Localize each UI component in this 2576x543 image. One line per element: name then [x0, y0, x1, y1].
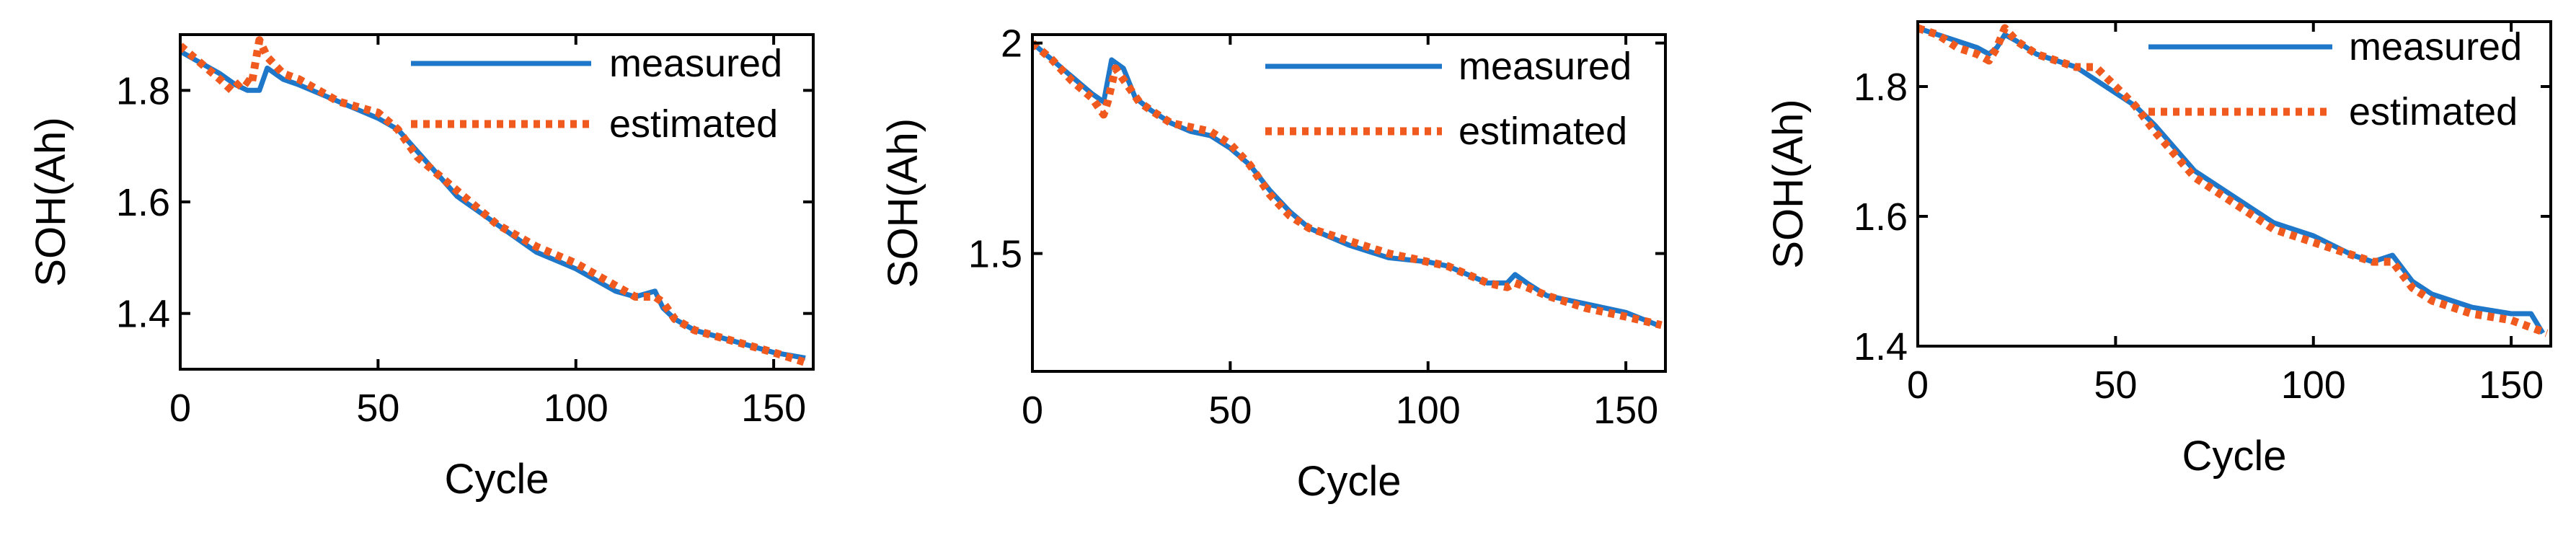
y-tick-label: 1.5: [968, 233, 1022, 276]
legend-measured-label: measured: [1459, 45, 1632, 88]
legend-measured-label: measured: [609, 42, 782, 85]
x-tick-label: 150: [2479, 363, 2544, 407]
y-axis-label: SOH(Ah): [880, 118, 926, 288]
y-axis-label: SOH(Ah): [1765, 99, 1812, 268]
x-tick-label: 150: [741, 387, 806, 430]
x-tick-label: 50: [1208, 389, 1252, 432]
y-tick-label: 2: [1001, 22, 1022, 66]
y-tick-label: 1.6: [116, 181, 170, 224]
x-tick-label: 50: [356, 387, 399, 430]
x-tick-label: 150: [1593, 389, 1658, 432]
x-axis-label: Cycle: [444, 456, 549, 503]
estimated-series-line: [1032, 40, 1663, 330]
estimated-series-line: [180, 36, 811, 368]
x-tick-label: 50: [2094, 363, 2137, 407]
x-tick-label: 100: [2281, 363, 2346, 407]
legend-estimated-label: estimated: [1459, 110, 1627, 153]
measured-series-line: [1918, 25, 2545, 335]
legend-measured-label: measured: [2349, 25, 2522, 69]
y-tick-label: 1.6: [1854, 195, 1908, 239]
plot-area-frame: [1916, 20, 2552, 348]
measured-series-line: [180, 49, 806, 361]
plot-area-frame: [1031, 33, 1667, 373]
y-tick-label: 1.8: [1854, 66, 1908, 109]
legend-estimated-label: estimated: [609, 102, 778, 146]
legend: measured estimated: [411, 42, 782, 146]
legend-estimated-label: estimated: [2349, 90, 2518, 133]
chart-panel-1: 0 50 100 150 1.4 1.6 1.8 Cycle SOH(Ah) measured es…: [27, 33, 815, 503]
x-tick-label: 100: [544, 387, 608, 430]
x-tick-label: 0: [1022, 389, 1043, 432]
legend: measured estimated: [2148, 25, 2522, 133]
y-tick-label: 1.4: [1854, 325, 1908, 368]
legend: measured estimated: [1265, 45, 1632, 153]
x-tick-label: 0: [169, 387, 191, 430]
x-tick-label: 0: [1907, 363, 1929, 407]
x-axis-label: Cycle: [1296, 458, 1401, 505]
y-tick-label: 1.4: [116, 293, 170, 336]
x-tick-label: 100: [1396, 389, 1461, 432]
chart-panel-2: 0 50 100 150 1.5 2 Cycle SOH(Ah) measured estimat…: [880, 22, 1667, 505]
chart-panel-3: 0 50 100 150 1.4 1.6 1.8 Cycle SOH(Ah) measured es…: [1765, 20, 2552, 480]
x-axis-label: Cycle: [2182, 433, 2286, 480]
y-axis-label: SOH(Ah): [27, 117, 74, 286]
estimated-series-line: [1918, 24, 2549, 337]
y-tick-label: 1.8: [116, 69, 170, 112]
